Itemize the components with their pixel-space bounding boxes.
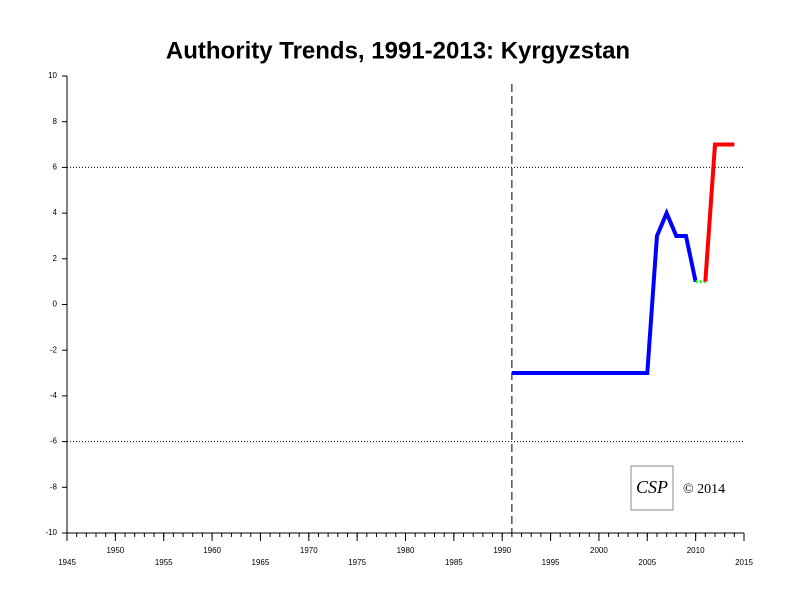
x-tick-label: 2005 <box>638 558 656 567</box>
copyright: © 2014 <box>683 482 725 497</box>
y-tick-label: 2 <box>53 254 58 263</box>
x-tick-label: 1960 <box>203 546 221 555</box>
y-tick-label: -10 <box>45 528 57 537</box>
x-tick-label: 1990 <box>493 546 511 555</box>
y-tick-label: 10 <box>48 71 57 80</box>
x-tick-label: 2015 <box>735 558 753 567</box>
y-tick-label: -6 <box>50 437 58 446</box>
x-tick-label: 1970 <box>300 546 318 555</box>
x-tick-label: 1945 <box>58 558 76 567</box>
y-tick-label: 4 <box>53 208 58 217</box>
logo: CSP <box>636 477 668 497</box>
x-tick-label: 1950 <box>106 546 124 555</box>
series-line <box>511 207 698 376</box>
x-tick-label: 1975 <box>348 558 366 567</box>
x-tick-label: 1980 <box>397 546 415 555</box>
series-line <box>703 142 735 282</box>
y-tick-label: 0 <box>53 300 58 309</box>
logo-box <box>630 465 674 511</box>
y-tick-label: 8 <box>53 117 58 126</box>
x-tick-label: 2000 <box>590 546 608 555</box>
y-tick-label: -2 <box>50 345 58 354</box>
x-tick-label: 1955 <box>155 558 173 567</box>
chart-title: Authority Trends, 1991-2013: Kyrgyzstan <box>166 37 630 64</box>
y-tick-label: 6 <box>53 163 58 172</box>
y-tick-label: -8 <box>50 482 58 491</box>
x-tick-label: 1965 <box>252 558 270 567</box>
x-tick-label: 2010 <box>687 546 705 555</box>
x-tick-label: 1985 <box>445 558 463 567</box>
x-tick-label: 1995 <box>542 558 560 567</box>
y-tick-label: -4 <box>50 391 58 400</box>
